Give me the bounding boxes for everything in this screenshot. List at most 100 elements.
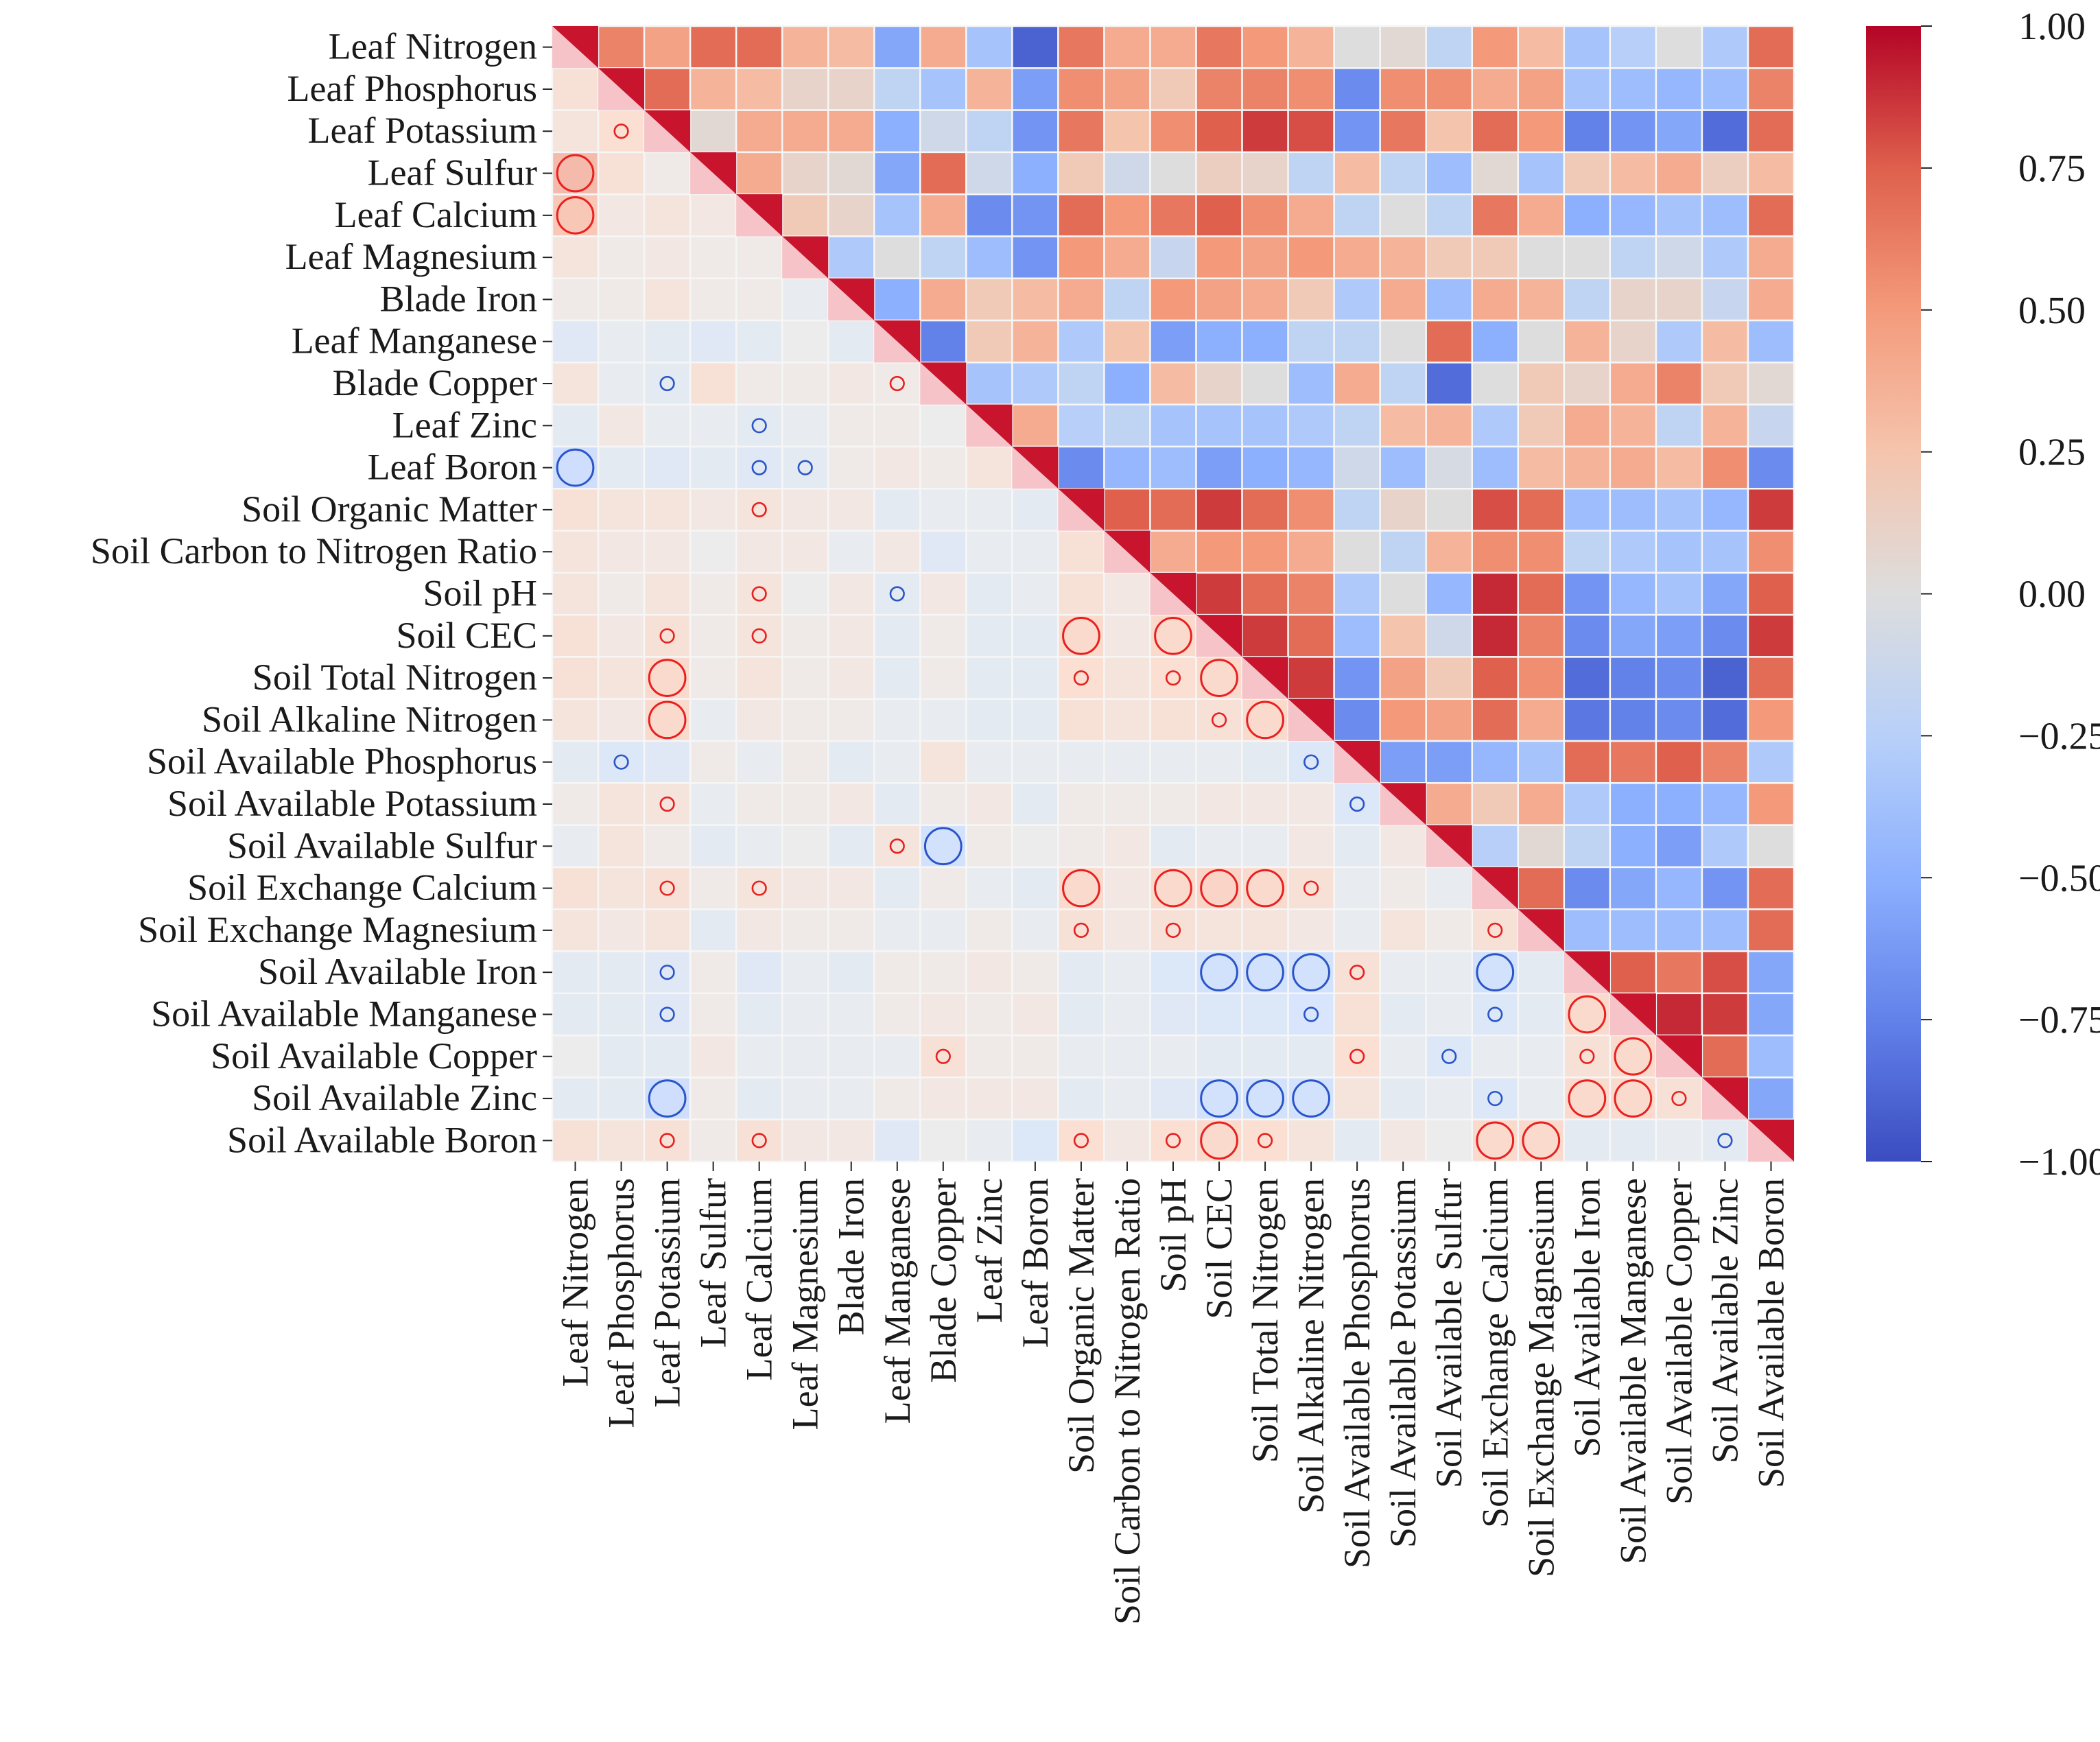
cell-upper-9-25 <box>1701 403 1749 448</box>
cell-upper-5-19 <box>1425 235 1473 280</box>
diagonal-lower-1 <box>598 68 645 110</box>
cell-lower-22-11 <box>1057 950 1105 995</box>
x-tick-label: Soil Total Nitrogen <box>1244 1178 1286 1463</box>
cell-lower-22-2 <box>643 950 692 995</box>
y-tick-label: Blade Copper <box>333 362 537 403</box>
x-tick-label: Leaf Sulfur <box>693 1178 734 1347</box>
cell-lower-26-20 <box>1471 1118 1520 1163</box>
cell-upper-7-24 <box>1655 319 1703 364</box>
cell-lower-25-2 <box>643 1076 692 1120</box>
cell-upper-20-25 <box>1701 866 1749 910</box>
cell-upper-6-8 <box>919 277 967 322</box>
cell-lower-18-12 <box>1103 782 1151 826</box>
significance-circle-16-2 <box>648 701 687 740</box>
cell-upper-1-11 <box>1057 67 1105 111</box>
cell-lower-10-1 <box>597 445 646 490</box>
cell-upper-7-26 <box>1747 319 1795 364</box>
significance-circle-13-4 <box>751 586 767 602</box>
cell-upper-3-22 <box>1563 151 1612 196</box>
cell-lower-22-0 <box>551 950 600 995</box>
cell-lower-4-3 <box>689 193 738 237</box>
cell-lower-21-9 <box>965 908 1013 952</box>
significance-circle-25-14 <box>1200 1079 1238 1118</box>
cell-upper-1-17 <box>1333 67 1381 111</box>
cell-upper-2-22 <box>1563 109 1612 154</box>
y-tick-label: Soil Available Boron <box>227 1119 537 1160</box>
cell-lower-17-3 <box>689 740 738 784</box>
cell-lower-20-19 <box>1425 866 1473 910</box>
cell-upper-11-23 <box>1609 488 1657 532</box>
cell-upper-12-14 <box>1195 530 1243 574</box>
cell-upper-5-13 <box>1149 235 1197 280</box>
cell-upper-9-21 <box>1517 403 1566 448</box>
diagonal-lower-9 <box>966 404 1013 447</box>
cell-upper-4-18 <box>1379 193 1427 237</box>
cell-lower-17-13 <box>1149 740 1197 784</box>
cell-lower-21-3 <box>689 908 738 952</box>
cell-upper-7-17 <box>1333 319 1381 364</box>
cell-lower-19-8 <box>919 824 967 869</box>
cell-upper-14-24 <box>1655 613 1703 658</box>
cell-lower-18-7 <box>873 782 921 826</box>
significance-circle-13-7 <box>889 586 905 602</box>
cell-upper-20-22 <box>1563 866 1612 910</box>
cell-lower-10-6 <box>827 445 875 490</box>
cell-upper-2-9 <box>965 109 1013 154</box>
cell-lower-12-10 <box>1011 530 1059 574</box>
cell-lower-24-15 <box>1241 1034 1289 1079</box>
cell-lower-8-6 <box>827 362 875 405</box>
cell-lower-26-15 <box>1241 1118 1289 1163</box>
diagonal-lower-21 <box>1518 909 1564 952</box>
cell-lower-23-0 <box>551 992 600 1037</box>
cell-upper-5-6 <box>827 235 875 280</box>
cell-upper-12-19 <box>1425 530 1473 574</box>
cell-upper-2-24 <box>1655 109 1703 154</box>
significance-circle-22-14 <box>1200 953 1238 992</box>
x-tick-label: Soil Exchange Calcium <box>1474 1178 1515 1528</box>
cell-upper-1-6 <box>827 67 875 111</box>
cell-lower-19-16 <box>1287 824 1335 869</box>
cell-upper-24-26 <box>1747 1034 1795 1079</box>
cell-upper-16-25 <box>1701 698 1749 742</box>
cell-lower-10-9 <box>965 445 1013 490</box>
cell-upper-8-23 <box>1609 362 1657 405</box>
cell-lower-16-12 <box>1103 698 1151 742</box>
cell-upper-4-5 <box>781 193 829 237</box>
cell-upper-15-20 <box>1471 656 1520 700</box>
cell-upper-16-24 <box>1655 698 1703 742</box>
cell-lower-18-2 <box>643 782 692 826</box>
cell-upper-0-18 <box>1379 25 1427 69</box>
cell-lower-20-2 <box>643 866 692 910</box>
cell-upper-3-5 <box>781 151 829 196</box>
cell-upper-3-15 <box>1241 151 1289 196</box>
cell-lower-13-8 <box>919 572 967 616</box>
cell-upper-5-12 <box>1103 235 1151 280</box>
colorbar-tick-label: 1.00 <box>2018 5 2086 48</box>
cell-upper-4-15 <box>1241 193 1289 237</box>
cell-upper-1-19 <box>1425 67 1473 111</box>
cell-upper-15-19 <box>1425 656 1473 700</box>
cell-upper-1-3 <box>689 67 738 111</box>
cell-lower-24-23 <box>1609 1034 1657 1079</box>
significance-circle-24-23 <box>1614 1037 1653 1076</box>
y-tick-label: Soil Organic Matter <box>241 489 537 530</box>
cell-lower-15-9 <box>965 656 1013 700</box>
cell-lower-20-15 <box>1241 866 1289 910</box>
cell-lower-21-8 <box>919 908 967 952</box>
cell-lower-6-0 <box>551 277 600 322</box>
cell-lower-15-11 <box>1057 656 1105 700</box>
cell-upper-3-24 <box>1655 151 1703 196</box>
cell-lower-23-13 <box>1149 992 1197 1037</box>
cell-lower-25-24 <box>1655 1076 1703 1120</box>
cell-upper-11-13 <box>1149 488 1197 532</box>
cell-lower-22-12 <box>1103 950 1151 995</box>
cell-upper-23-24 <box>1655 992 1703 1037</box>
x-tick-label: Soil Available Manganese <box>1612 1178 1653 1564</box>
cell-lower-21-18 <box>1379 908 1427 952</box>
cell-lower-13-9 <box>965 572 1013 616</box>
cell-lower-11-2 <box>643 488 692 532</box>
cell-upper-17-23 <box>1609 740 1657 784</box>
colorbar-tick-label: −1.00 <box>2018 1141 2100 1184</box>
cell-upper-3-26 <box>1747 151 1795 196</box>
cell-upper-6-16 <box>1287 277 1335 322</box>
